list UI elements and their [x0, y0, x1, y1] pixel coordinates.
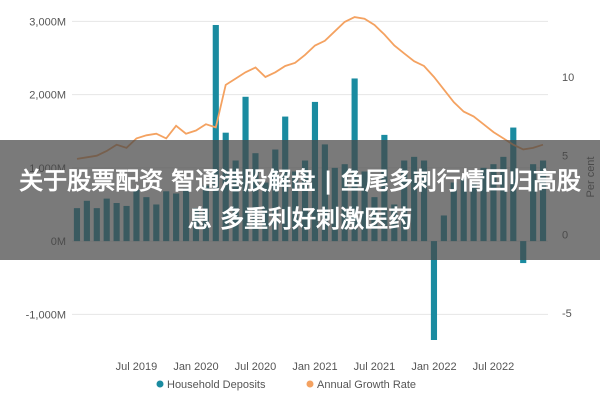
legend-marker-annual-growth-rate [306, 380, 314, 388]
legend-label-annual-growth-rate: Annual Growth Rate [317, 379, 416, 391]
y-left-tick-label: -1,000M [26, 309, 66, 321]
x-tick-label: Jan 2022 [411, 361, 456, 373]
bar-household-deposits [212, 24, 219, 242]
x-tick-label: Jan 2020 [173, 361, 218, 373]
legend-label-household-deposits: Household Deposits [167, 379, 266, 391]
x-tick-label: Jul 2022 [473, 361, 515, 373]
headline-banner: 关于股票配资 智通港股解盘 | 鱼尾多刺行情回归高股息 多重利好刺激医药 [0, 140, 600, 260]
x-tick-label: Jul 2019 [116, 361, 158, 373]
x-tick-label: Jul 2020 [235, 361, 277, 373]
y-left-tick-label: 2,000M [29, 90, 66, 102]
legend-marker-household-deposits [156, 380, 164, 388]
line-annual-growth-rate [76, 16, 544, 160]
y-right-tick-label: 10 [562, 72, 574, 84]
y-right-tick-label: -5 [562, 308, 572, 320]
headline-text: 关于股票配资 智通港股解盘 | 鱼尾多刺行情回归高股息 多重利好刺激医药 [19, 167, 581, 233]
x-tick-label: Jul 2021 [354, 361, 396, 373]
x-tick-label: Jan 2021 [292, 361, 337, 373]
bar-household-deposits [430, 241, 438, 340]
y-left-tick-label: 3,000M [29, 16, 66, 28]
